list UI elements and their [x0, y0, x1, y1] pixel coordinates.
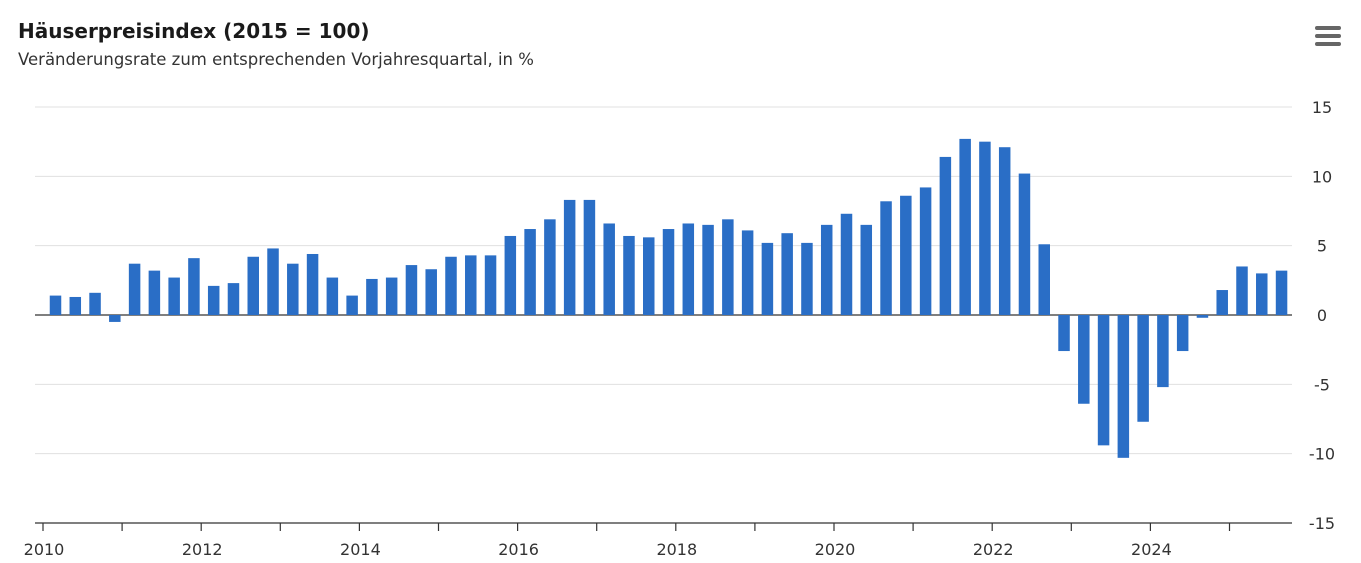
- bar-2023-q2[interactable]: [1097, 315, 1110, 446]
- bar-2023-q1[interactable]: [1078, 315, 1090, 404]
- bar-2014-q3[interactable]: [405, 265, 418, 315]
- bar-2021-q4[interactable]: [979, 141, 991, 315]
- bar-2021-q3[interactable]: [959, 138, 971, 315]
- bar-2012-q4[interactable]: [267, 248, 279, 315]
- bar-2016-q1[interactable]: [524, 229, 536, 315]
- bar-2011-q2[interactable]: [148, 270, 161, 315]
- bar-2012-q3[interactable]: [247, 256, 260, 315]
- bar-2015-q3[interactable]: [484, 255, 497, 315]
- bar-2018-q3[interactable]: [722, 219, 734, 315]
- bar-2025-q2[interactable]: [1256, 273, 1268, 315]
- bar-2024-q4[interactable]: [1216, 290, 1228, 315]
- bar-2017-q4[interactable]: [662, 229, 675, 315]
- bar-2013-q3[interactable]: [326, 277, 339, 315]
- bar-2024-q2[interactable]: [1176, 315, 1189, 352]
- chart-title: Häuserpreisindex (2015 = 100): [18, 19, 370, 43]
- bar-2014-q2[interactable]: [385, 277, 398, 315]
- y-tick-label: 10: [1312, 167, 1332, 186]
- y-tick-label: 0: [1317, 306, 1327, 325]
- bar-2016-q4[interactable]: [583, 199, 596, 315]
- x-tick-label: 2014: [340, 540, 381, 559]
- y-tick-label: -10: [1309, 445, 1335, 464]
- bar-2023-q4[interactable]: [1137, 315, 1149, 422]
- bar-2017-q3[interactable]: [643, 237, 655, 315]
- x-tick-label: 2024: [1131, 540, 1172, 559]
- y-tick-label: -15: [1309, 514, 1335, 533]
- bar-2010-q3[interactable]: [89, 292, 101, 315]
- bar-2010-q4[interactable]: [109, 315, 121, 322]
- bar-2021-q2[interactable]: [939, 156, 952, 315]
- bar-2020-q4[interactable]: [900, 195, 912, 315]
- bar-2013-q2[interactable]: [306, 253, 319, 315]
- bar-2014-q1[interactable]: [366, 278, 378, 315]
- bar-2019-q3[interactable]: [801, 242, 813, 315]
- bar-2016-q3[interactable]: [563, 199, 576, 315]
- bar-2019-q1[interactable]: [761, 242, 774, 315]
- bar-2024-q1[interactable]: [1157, 315, 1169, 388]
- bar-2017-q2[interactable]: [623, 235, 635, 315]
- bar-2015-q2[interactable]: [465, 255, 477, 315]
- y-tick-label: -5: [1314, 375, 1330, 394]
- bar-2013-q1[interactable]: [287, 263, 299, 315]
- bar-2010-q1[interactable]: [49, 295, 62, 315]
- bar-2025-q3[interactable]: [1275, 270, 1288, 315]
- bar-2022-q3[interactable]: [1038, 244, 1051, 315]
- bar-2016-q2[interactable]: [544, 219, 556, 315]
- x-tick-label: 2022: [973, 540, 1014, 559]
- bar-2024-q3[interactable]: [1196, 315, 1209, 318]
- chart-subtitle: Veränderungsrate zum entsprechenden Vorj…: [18, 50, 534, 69]
- bar-2015-q4[interactable]: [504, 235, 517, 315]
- bar-2025-q1[interactable]: [1236, 266, 1248, 315]
- bar-2022-q1[interactable]: [998, 147, 1011, 315]
- bar-2023-q3[interactable]: [1117, 315, 1130, 458]
- bar-2012-q1[interactable]: [207, 285, 220, 315]
- x-axis: 2010 2012 2014 2016 2018 2020 2022 2024: [24, 522, 1292, 559]
- bar-2022-q2[interactable]: [1018, 173, 1031, 315]
- hamburger-menu-icon[interactable]: [1313, 24, 1343, 48]
- bar-series: [49, 138, 1288, 458]
- bar-2021-q1[interactable]: [919, 187, 932, 315]
- bar-2019-q2[interactable]: [781, 233, 793, 315]
- bar-2011-q1[interactable]: [128, 263, 141, 315]
- bar-2014-q4[interactable]: [425, 269, 437, 315]
- bar-2011-q3[interactable]: [168, 277, 180, 315]
- x-tick-label: 2016: [498, 540, 539, 559]
- bar-2011-q4[interactable]: [188, 258, 200, 315]
- y-tick-label: 5: [1317, 237, 1327, 256]
- bar-2020-q3[interactable]: [880, 201, 892, 315]
- x-tick-label: 2010: [24, 540, 65, 559]
- x-tick-label: 2018: [656, 540, 697, 559]
- bar-2012-q2[interactable]: [227, 283, 240, 315]
- bar-2017-q1[interactable]: [603, 223, 615, 315]
- y-tick-label: 15: [1312, 98, 1332, 117]
- bar-2019-q4[interactable]: [820, 224, 833, 315]
- bar-2018-q2[interactable]: [702, 224, 714, 315]
- x-tick-label: 2012: [182, 540, 223, 559]
- bar-2022-q4[interactable]: [1058, 315, 1070, 352]
- bar-2010-q2[interactable]: [69, 296, 82, 315]
- bar-2018-q4[interactable]: [741, 230, 754, 315]
- bar-2020-q2[interactable]: [860, 224, 873, 315]
- bar-2015-q1[interactable]: [445, 256, 457, 315]
- bar-2020-q1[interactable]: [840, 213, 853, 315]
- x-tick-label: 2020: [815, 540, 856, 559]
- y-axis-ticks: 15 10 5 0 -5 -10 -15: [1309, 98, 1335, 533]
- bar-2018-q1[interactable]: [682, 223, 695, 315]
- bar-2013-q4[interactable]: [346, 295, 358, 315]
